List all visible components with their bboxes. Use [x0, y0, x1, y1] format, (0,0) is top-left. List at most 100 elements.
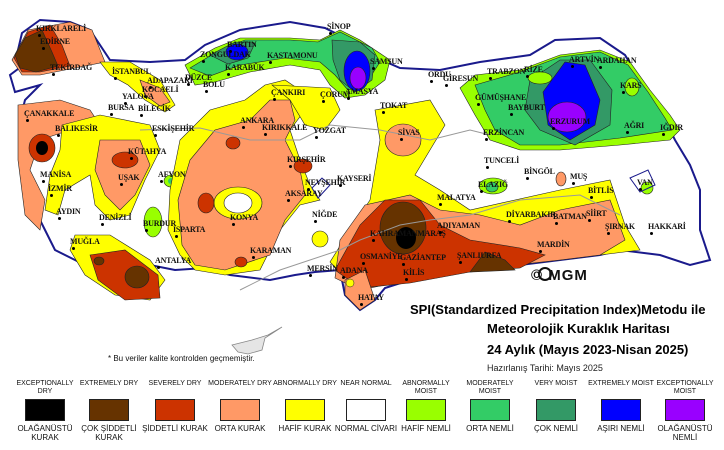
city-label: BİNGÖL: [524, 167, 555, 176]
city-marker: [269, 61, 272, 64]
city-label: SİİRT: [586, 209, 607, 218]
legend-label-en: EXCEPTIONALLY DRY: [16, 380, 74, 395]
city-marker: [175, 235, 178, 238]
legend-label-en: ABNORMALLY DRY: [273, 380, 337, 387]
city-label: BURDUR: [143, 219, 177, 228]
legend-label-tr: ORTA KURAK: [214, 424, 266, 433]
city-marker: [205, 90, 208, 93]
city-marker: [510, 113, 513, 116]
legend-label-tr: AŞIRI NEMLİ: [597, 424, 645, 433]
city-marker: [289, 165, 292, 168]
city-marker: [599, 66, 602, 69]
city-label: ADANA: [340, 266, 368, 275]
city-marker: [571, 65, 574, 68]
city-marker: [480, 190, 483, 193]
city-marker: [382, 111, 385, 114]
city-label: BOLU: [203, 80, 225, 89]
city-label: SİNOP: [327, 22, 351, 31]
city-marker: [360, 303, 363, 306]
city-marker: [52, 73, 55, 76]
city-label: GİRESUN: [443, 74, 479, 83]
city-marker: [130, 157, 133, 160]
legend-swatch: [665, 399, 705, 421]
city-marker: [402, 263, 405, 266]
city-label: SİVAS: [398, 128, 420, 137]
city-label: SAMSUN: [370, 57, 403, 66]
city-label: ADAPAZARI: [147, 76, 193, 85]
city-marker: [314, 220, 317, 223]
city-marker: [110, 113, 113, 116]
city-marker: [400, 138, 403, 141]
legend-label-en: EXTREMELY DRY: [79, 380, 139, 387]
cyprus-outline: [231, 326, 283, 355]
city-label: BATMAN: [553, 212, 587, 221]
city-label: BİTLİS: [588, 186, 614, 195]
city-marker: [42, 47, 45, 50]
legend-label-tr: NORMAL CİVARI: [334, 424, 398, 433]
city-label: ERZURUM: [550, 117, 590, 126]
city-marker: [160, 180, 163, 183]
city-marker: [57, 134, 60, 137]
city-label: ADIYAMAN: [437, 221, 480, 230]
city-marker: [58, 217, 61, 220]
city-marker: [145, 229, 148, 232]
city-label: BARTIN: [227, 40, 257, 49]
city-label: ARTVİN: [569, 55, 600, 64]
city-label: YOZGAT: [313, 126, 346, 135]
legend-item: VERY MOIST ÇOK NEMLİ: [523, 380, 589, 433]
map-title-period: 24 Aylık (Mayıs 2023-Nisan 2025): [487, 342, 689, 357]
city-marker: [120, 183, 123, 186]
city-label: AFYON: [158, 170, 186, 179]
city-marker: [227, 73, 230, 76]
city-marker: [372, 67, 375, 70]
city-label: ŞANLIURFA: [457, 251, 502, 260]
city-marker: [485, 138, 488, 141]
city-label: BURSA: [108, 103, 135, 112]
city-label: ARDAHAN: [597, 56, 637, 65]
city-label: OSMANİYE: [360, 252, 403, 261]
legend-item: EXCEPTIONALLY DRY OLAĞANÜSTÜ KURAK: [12, 380, 78, 442]
legend-label-tr: ŞİDDETLİ KURAK: [142, 424, 208, 433]
city-label: ORDU: [428, 70, 451, 79]
city-label: DİYARBAKIR: [506, 210, 556, 219]
legend-swatch: [601, 399, 641, 421]
city-label: MUŞ: [570, 172, 588, 181]
city-marker: [526, 177, 529, 180]
city-label: UŞAK: [118, 173, 140, 182]
city-label: TEKİRDAĞ: [50, 63, 92, 72]
city-marker: [459, 261, 462, 264]
city-marker: [309, 274, 312, 277]
city-marker: [232, 223, 235, 226]
city-marker: [342, 276, 345, 279]
city-label: HAKKARİ: [648, 222, 686, 231]
city-marker: [124, 102, 127, 105]
city-marker: [339, 184, 342, 187]
city-label: KİLİS: [403, 268, 425, 277]
mgm-copyright: © MGM: [531, 267, 588, 284]
city-label: GÜMÜŞHANE: [475, 93, 527, 102]
city-label: MANİSA: [40, 170, 72, 179]
legend-label-tr: OLAĞANÜSTÜ KURAK: [17, 424, 73, 442]
legend-label-en: ABNORMALLY MOIST: [402, 380, 450, 395]
city-label: NEVŞEHİR: [305, 178, 346, 187]
city-label: YALOVA: [122, 92, 154, 101]
legend-label-en: EXCEPTIONALLY MOIST: [656, 380, 714, 395]
quality-note: * Bu veriler kalite kontrolden geçmemişt…: [108, 354, 255, 363]
city-marker: [273, 98, 276, 101]
legend-swatch: [89, 399, 129, 421]
city-marker: [72, 247, 75, 250]
city-marker: [50, 194, 53, 197]
city-label: ERZİNCAN: [483, 128, 525, 137]
legend-swatch: [406, 399, 446, 421]
legend-swatch: [346, 399, 386, 421]
city-marker: [144, 95, 147, 98]
city-label: ÇORUM: [320, 90, 351, 99]
city-label: ANKARA: [240, 116, 274, 125]
city-label: KÜTAHYA: [128, 147, 167, 156]
city-label: MUĞLA: [70, 237, 100, 246]
city-marker: [590, 196, 593, 199]
legend-label-tr: ÇOK NEMLİ: [533, 424, 578, 433]
city-marker: [42, 180, 45, 183]
city-marker: [242, 126, 245, 129]
city-marker: [439, 203, 442, 206]
